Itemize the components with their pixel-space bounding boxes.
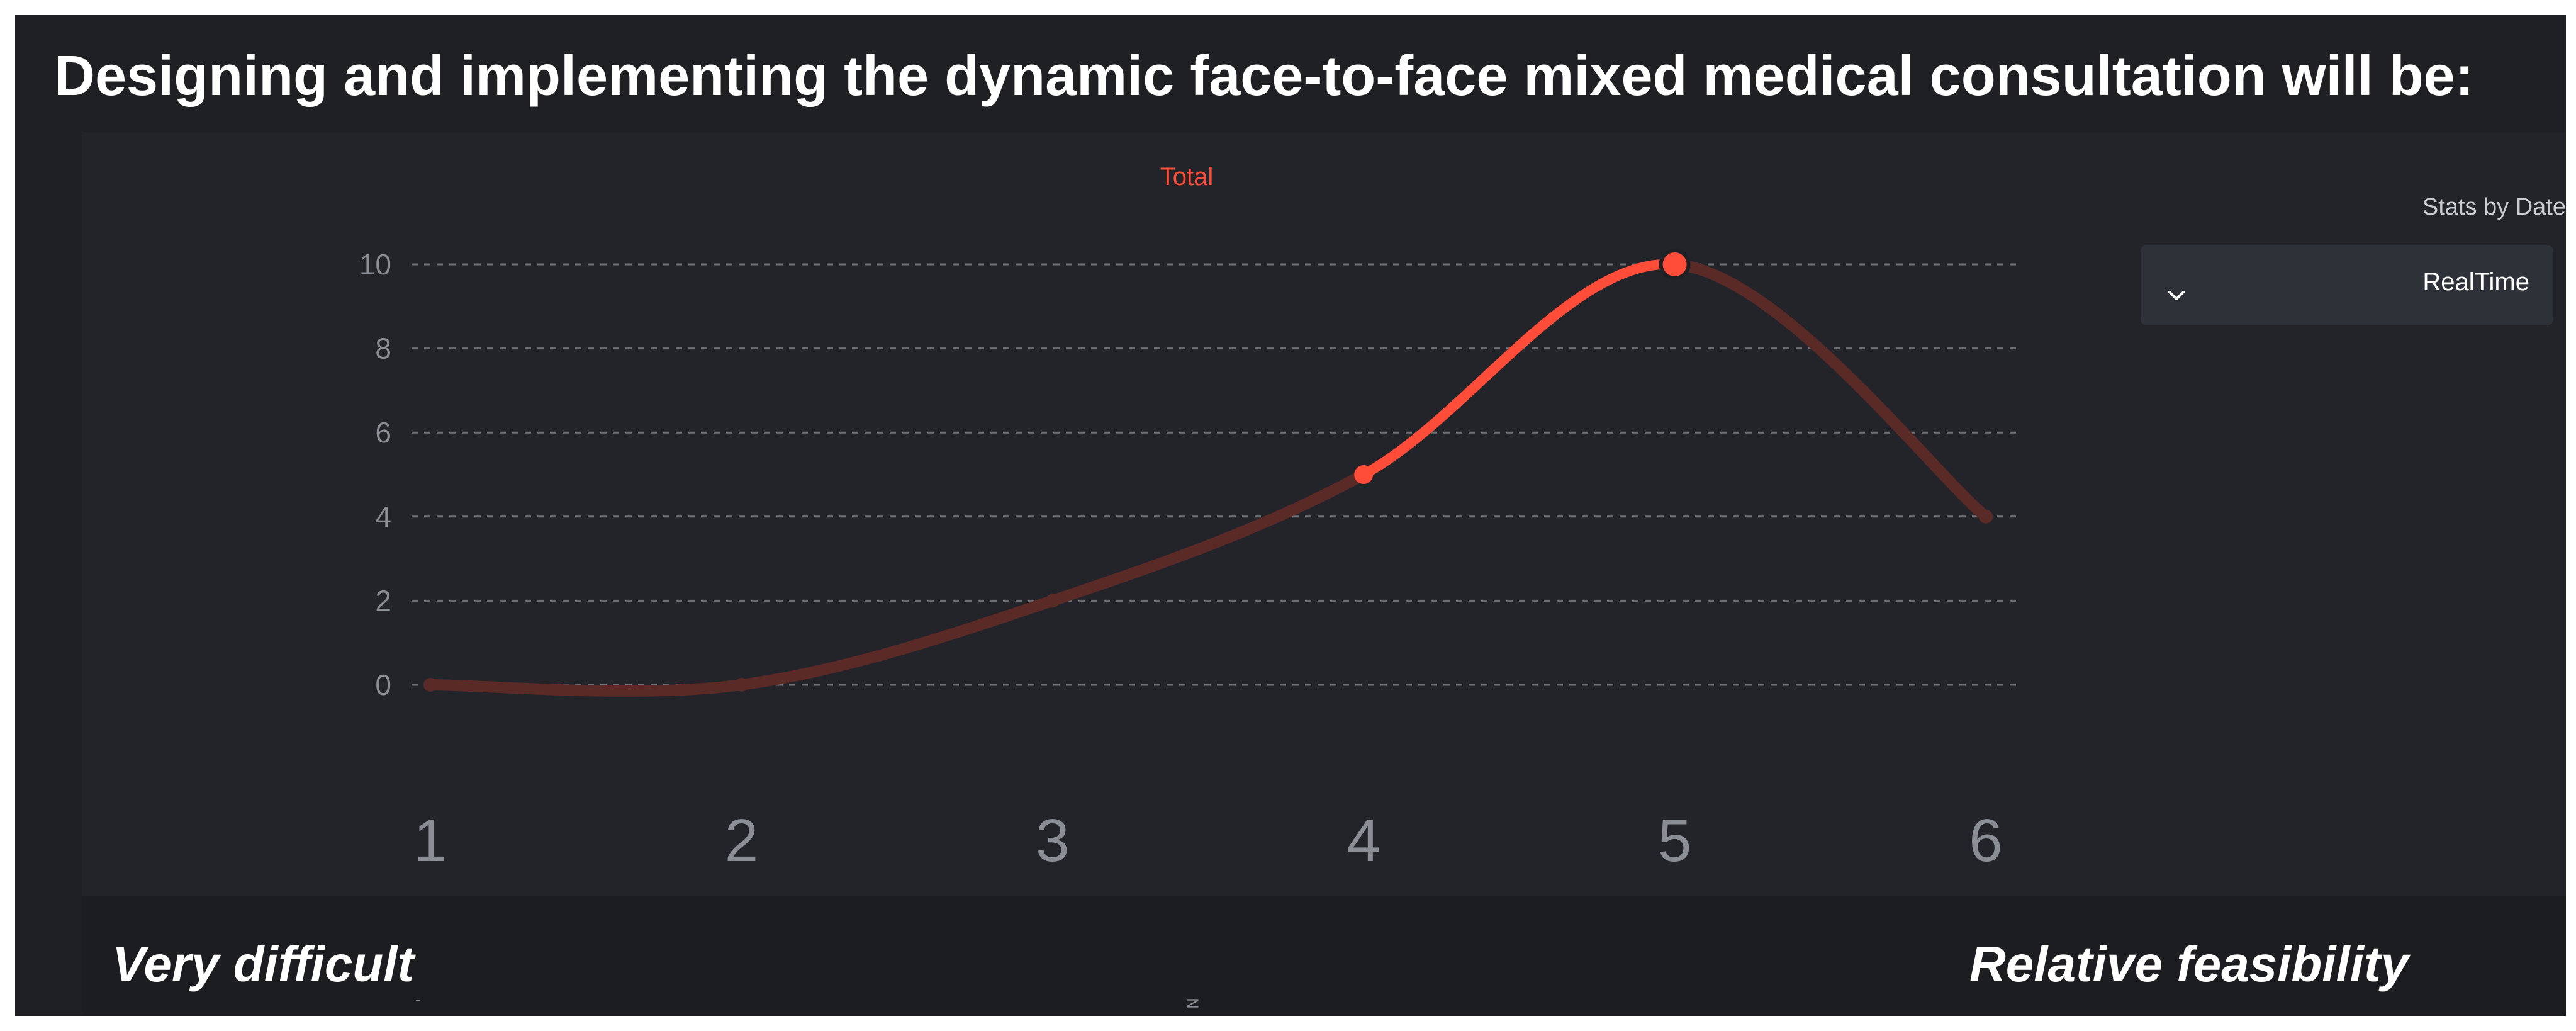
- x-tick-label: 2: [725, 807, 758, 874]
- data-point: [734, 678, 749, 692]
- data-point-max: [1659, 249, 1691, 280]
- x-axis-ticks: 1 2 3 4 5 6: [413, 807, 2002, 874]
- series-points: [423, 249, 1993, 692]
- caption-relative-feasibility: Relative feasibility: [1969, 936, 2409, 992]
- x-tick-label: 6: [1969, 807, 2002, 874]
- y-tick-label: 0: [375, 668, 391, 701]
- data-point: [1979, 509, 1993, 524]
- slide-frame: Designing and implementing the dynamic f…: [15, 15, 2566, 1016]
- series-line: [736, 595, 1058, 690]
- y-axis-ticks: 0 2 4 6 8 10: [359, 248, 391, 701]
- data-point: [1354, 465, 1374, 484]
- y-tick-label: 2: [375, 584, 391, 617]
- stray-mark-left: -: [415, 991, 421, 1008]
- data-point: [423, 678, 437, 692]
- series-lines: [425, 259, 1991, 697]
- caption-very-difficult: Very difficult: [112, 936, 415, 992]
- realtime-dropdown[interactable]: RealTime: [2141, 245, 2553, 325]
- chart-title: Total: [1160, 163, 1214, 191]
- stray-mark-center: N: [1183, 998, 1201, 1009]
- x-tick-label: 3: [1036, 807, 1069, 874]
- y-tick-label: 6: [375, 416, 391, 449]
- x-tick-label: 1: [413, 807, 447, 874]
- stats-by-date-label: Stats by Date: [2422, 194, 2566, 220]
- chevron-down-icon: [2168, 291, 2185, 300]
- y-tick-label: 8: [375, 332, 391, 365]
- slide-heading: Designing and implementing the dynamic f…: [54, 45, 2474, 108]
- series-line: [425, 679, 748, 697]
- x-tick-label: 5: [1658, 807, 1691, 874]
- series-line-highlight: [1358, 259, 1680, 480]
- x-tick-label: 4: [1347, 807, 1380, 874]
- y-tick-label: 4: [375, 500, 391, 533]
- y-tick-label: 10: [359, 248, 391, 281]
- data-point: [1045, 594, 1060, 608]
- dropdown-value: RealTime: [2422, 268, 2529, 296]
- caption-band: [82, 896, 2566, 1016]
- grid-layer: [412, 263, 2020, 686]
- series-line: [1669, 259, 1991, 522]
- series-line: [1046, 469, 1370, 607]
